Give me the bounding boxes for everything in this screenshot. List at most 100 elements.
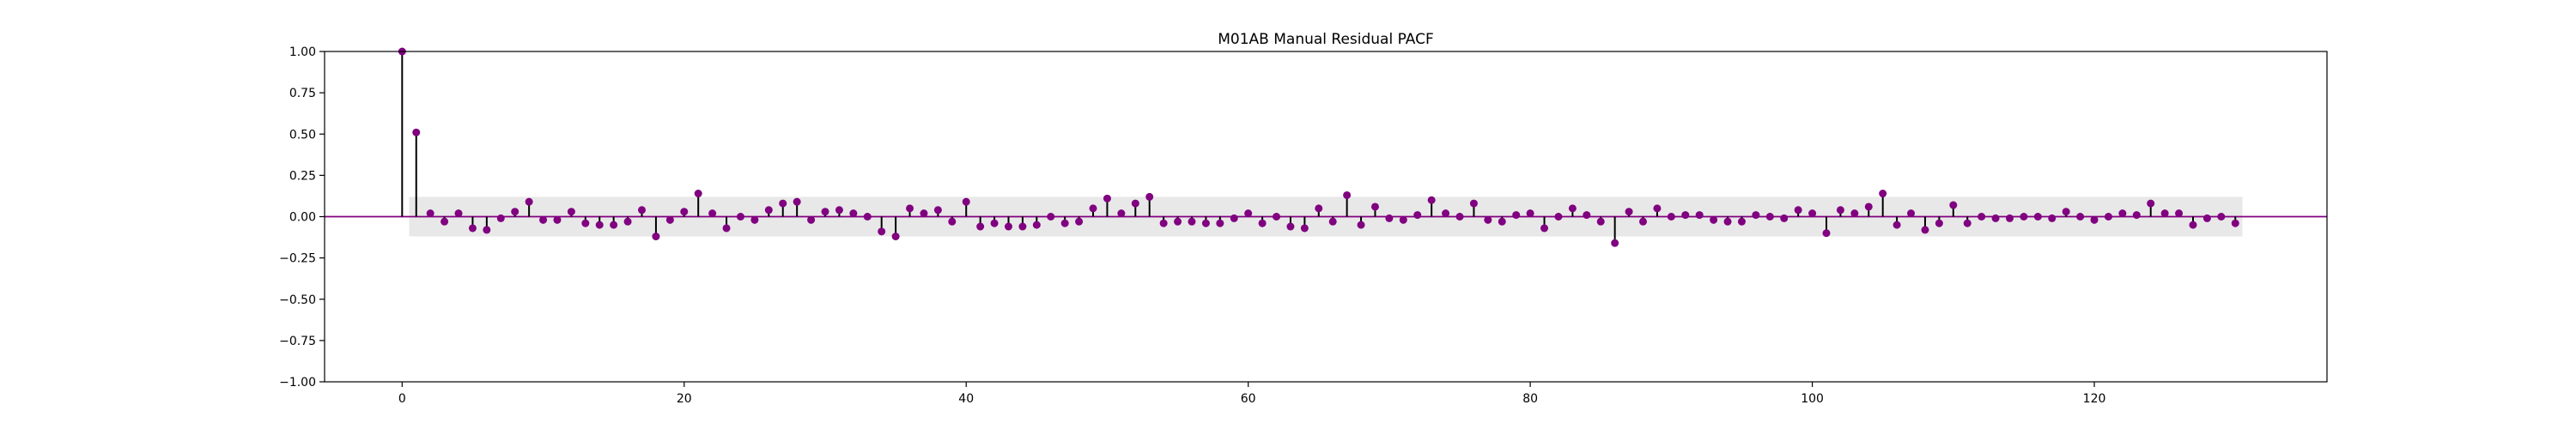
data-point bbox=[1879, 190, 1887, 198]
data-point bbox=[454, 209, 463, 218]
x-tick-label: 100 bbox=[1801, 392, 1824, 406]
data-point bbox=[623, 217, 632, 226]
data-point bbox=[976, 222, 985, 231]
data-point bbox=[736, 213, 744, 221]
data-point bbox=[468, 224, 477, 233]
y-tick-label: 0.50 bbox=[289, 128, 316, 142]
data-point bbox=[1131, 199, 1139, 208]
data-point bbox=[1230, 214, 1238, 222]
chart-title: M01AB Manual Residual PACF bbox=[1218, 31, 1434, 48]
y-tick-label: −0.50 bbox=[279, 293, 316, 307]
data-point bbox=[1216, 219, 1224, 227]
data-point bbox=[821, 208, 829, 216]
data-point bbox=[2020, 213, 2028, 221]
data-point bbox=[1455, 213, 1464, 221]
data-point bbox=[1667, 213, 1675, 221]
data-point bbox=[1117, 209, 1126, 218]
data-point bbox=[1498, 217, 1506, 226]
data-point bbox=[2104, 213, 2112, 221]
data-point bbox=[1413, 211, 1422, 220]
data-point bbox=[1893, 221, 1901, 229]
data-point bbox=[807, 215, 816, 224]
data-point bbox=[440, 217, 449, 226]
data-point bbox=[1442, 209, 1450, 218]
data-point bbox=[1935, 219, 1943, 227]
data-point bbox=[680, 208, 689, 216]
data-point bbox=[1639, 217, 1648, 226]
data-point bbox=[2118, 209, 2127, 218]
data-point bbox=[835, 206, 843, 214]
data-point bbox=[1512, 211, 1521, 220]
data-point bbox=[496, 214, 505, 222]
data-point bbox=[2202, 214, 2211, 222]
data-point bbox=[2231, 219, 2239, 227]
data-point bbox=[2062, 208, 2070, 216]
data-point bbox=[1103, 194, 1111, 202]
data-point bbox=[2217, 213, 2226, 221]
x-tick-label: 80 bbox=[1522, 392, 1538, 406]
data-point bbox=[1695, 211, 1704, 220]
data-point bbox=[567, 208, 575, 216]
data-point bbox=[1526, 209, 1534, 218]
data-point bbox=[1554, 213, 1563, 221]
data-point bbox=[1737, 217, 1746, 226]
data-point bbox=[1978, 213, 1986, 221]
data-point bbox=[1963, 219, 1971, 227]
data-point bbox=[1611, 239, 1619, 247]
data-point bbox=[1653, 204, 1662, 213]
data-point bbox=[708, 209, 717, 218]
data-point bbox=[1145, 192, 1154, 201]
data-point bbox=[764, 206, 773, 214]
y-tick-label: 0.25 bbox=[289, 169, 316, 183]
data-point bbox=[2076, 213, 2085, 221]
data-point bbox=[2005, 214, 2014, 222]
x-tick-label: 120 bbox=[2083, 392, 2106, 406]
data-point bbox=[962, 197, 970, 206]
data-point bbox=[1765, 213, 1774, 221]
data-point bbox=[581, 219, 590, 227]
data-point bbox=[1032, 221, 1041, 229]
data-point bbox=[933, 206, 942, 214]
y-tick-label: 1.00 bbox=[289, 45, 316, 59]
y-tick-label: 0.00 bbox=[289, 211, 316, 225]
data-point bbox=[793, 197, 801, 206]
data-point bbox=[1159, 219, 1168, 227]
data-point bbox=[595, 221, 604, 229]
data-point bbox=[1808, 209, 1817, 218]
data-point bbox=[2189, 221, 2197, 229]
data-point bbox=[1469, 199, 1478, 208]
data-point bbox=[2132, 211, 2141, 220]
data-point bbox=[1089, 204, 1097, 213]
data-point bbox=[412, 128, 421, 136]
y-tick-label: 0.75 bbox=[289, 87, 316, 100]
data-point bbox=[2048, 214, 2057, 222]
data-point bbox=[539, 215, 548, 224]
data-point bbox=[1060, 219, 1069, 227]
data-point bbox=[1822, 229, 1831, 238]
data-point bbox=[1710, 215, 1718, 224]
data-point bbox=[1300, 224, 1309, 233]
data-point bbox=[1343, 190, 1352, 199]
data-point bbox=[891, 233, 900, 241]
data-point bbox=[1540, 224, 1549, 233]
data-point bbox=[1286, 222, 1295, 231]
data-point bbox=[652, 233, 660, 241]
data-point bbox=[1075, 217, 1084, 226]
data-point bbox=[610, 221, 618, 229]
data-point bbox=[1864, 202, 1873, 211]
data-point bbox=[638, 206, 647, 214]
data-point bbox=[1174, 217, 1182, 226]
data-point bbox=[1427, 196, 1436, 204]
data-point bbox=[1723, 217, 1732, 226]
data-point bbox=[553, 215, 562, 224]
data-point bbox=[1484, 215, 1492, 224]
data-point bbox=[1907, 209, 1916, 218]
data-point bbox=[1780, 214, 1789, 222]
data-point bbox=[1568, 204, 1577, 213]
y-tick-label: −0.75 bbox=[279, 335, 316, 348]
data-point bbox=[750, 215, 759, 224]
plot-area: 0 20 40 60 80 100 120 −1.00 −0.75 −0.50 −0.25 0.00 0… bbox=[279, 45, 2328, 406]
data-point bbox=[1258, 219, 1267, 227]
data-point bbox=[1244, 209, 1253, 218]
